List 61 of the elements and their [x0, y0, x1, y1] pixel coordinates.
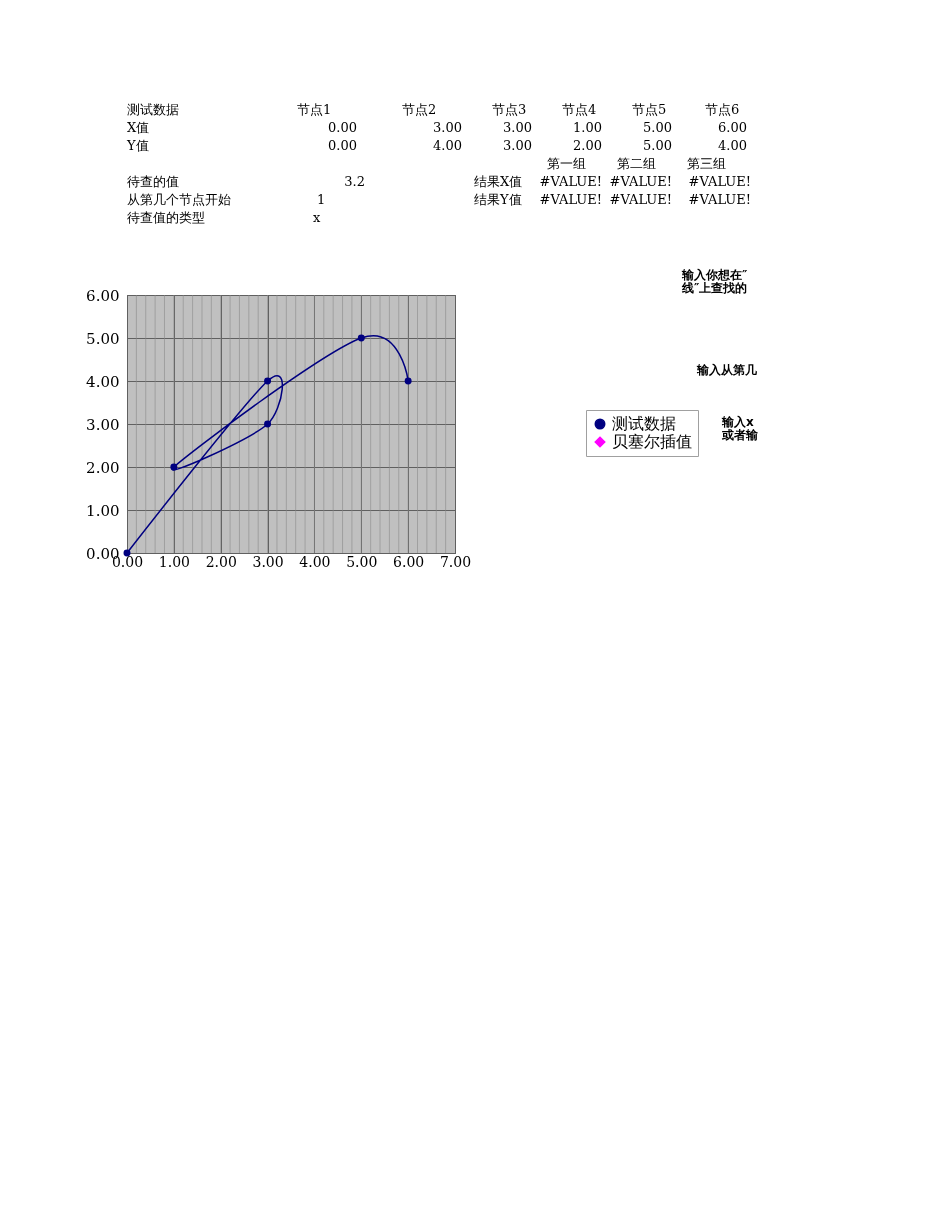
y-tick-label: 4.00	[86, 372, 120, 391]
text: #VALUE!	[609, 192, 672, 207]
text: 第二组	[617, 156, 656, 171]
x-tick-label: 6.00	[393, 553, 425, 570]
text: 3.00	[503, 138, 532, 153]
x-tick-label: 1.00	[158, 553, 190, 570]
text: 待查值的类型	[127, 210, 205, 225]
text: Y值	[126, 138, 149, 153]
text: 1.00	[573, 120, 602, 135]
text: 节点6	[705, 102, 740, 117]
text: 6.00	[718, 120, 747, 135]
legend-label: 贝塞尔插值	[612, 432, 692, 451]
y-tick-label: 5.00	[86, 329, 120, 348]
text: 测试数据	[127, 102, 179, 117]
text: #VALUE!	[539, 174, 602, 189]
text: 2.00	[573, 138, 602, 153]
text: #VALUE!	[688, 192, 751, 207]
text: 3.00	[433, 120, 462, 135]
text: 3.00	[503, 120, 532, 135]
x-tick-label: 7.00	[439, 553, 472, 570]
text: 从第几个节点开始	[127, 192, 231, 207]
text: #VALUE!	[688, 174, 751, 189]
text: 0.00	[328, 120, 357, 135]
text: 4.00	[433, 138, 462, 153]
text: 0.00	[328, 138, 357, 153]
text: x	[313, 210, 321, 225]
text: 待查的值	[127, 174, 179, 189]
text: 4.00	[718, 138, 747, 153]
legend-label: 测试数据	[612, 414, 676, 433]
text: 输入x 或者输	[721, 415, 759, 442]
text: 节点5	[632, 102, 667, 117]
text: 5.00	[643, 120, 672, 135]
text: 第三组	[687, 156, 726, 171]
y-tick-label: 3.00	[86, 415, 120, 434]
text: 结果X值	[474, 174, 523, 189]
point	[264, 420, 272, 428]
text: X值	[127, 120, 150, 135]
x-tick-label: 3.00	[252, 553, 284, 570]
point	[404, 377, 412, 385]
y-tick-label: 2.00	[86, 458, 120, 477]
text: 结果Y值	[474, 192, 522, 207]
point	[357, 334, 365, 342]
y-tick-label: 1.00	[86, 501, 120, 520]
x-tick-label: 5.00	[346, 553, 378, 570]
text: 节点1	[297, 102, 332, 117]
text: #VALUE!	[609, 174, 672, 189]
y-tick-label: 6.00	[86, 286, 120, 305]
x-tick-label: 2.00	[205, 553, 237, 570]
text: 3.2	[344, 174, 365, 189]
x-tick-label: 4.00	[299, 553, 331, 570]
text: 5.00	[643, 138, 672, 153]
point	[170, 463, 178, 471]
text: #VALUE!	[539, 192, 602, 207]
text: 节点3	[492, 102, 527, 117]
text: 第一组	[547, 156, 586, 171]
text: 节点4	[562, 102, 597, 117]
point	[264, 377, 272, 385]
text: 1	[317, 192, 326, 207]
text: 输入你想在″ 线″上查找的	[681, 268, 748, 295]
text: 节点2	[402, 102, 437, 117]
text: 输入从第几	[696, 363, 758, 377]
